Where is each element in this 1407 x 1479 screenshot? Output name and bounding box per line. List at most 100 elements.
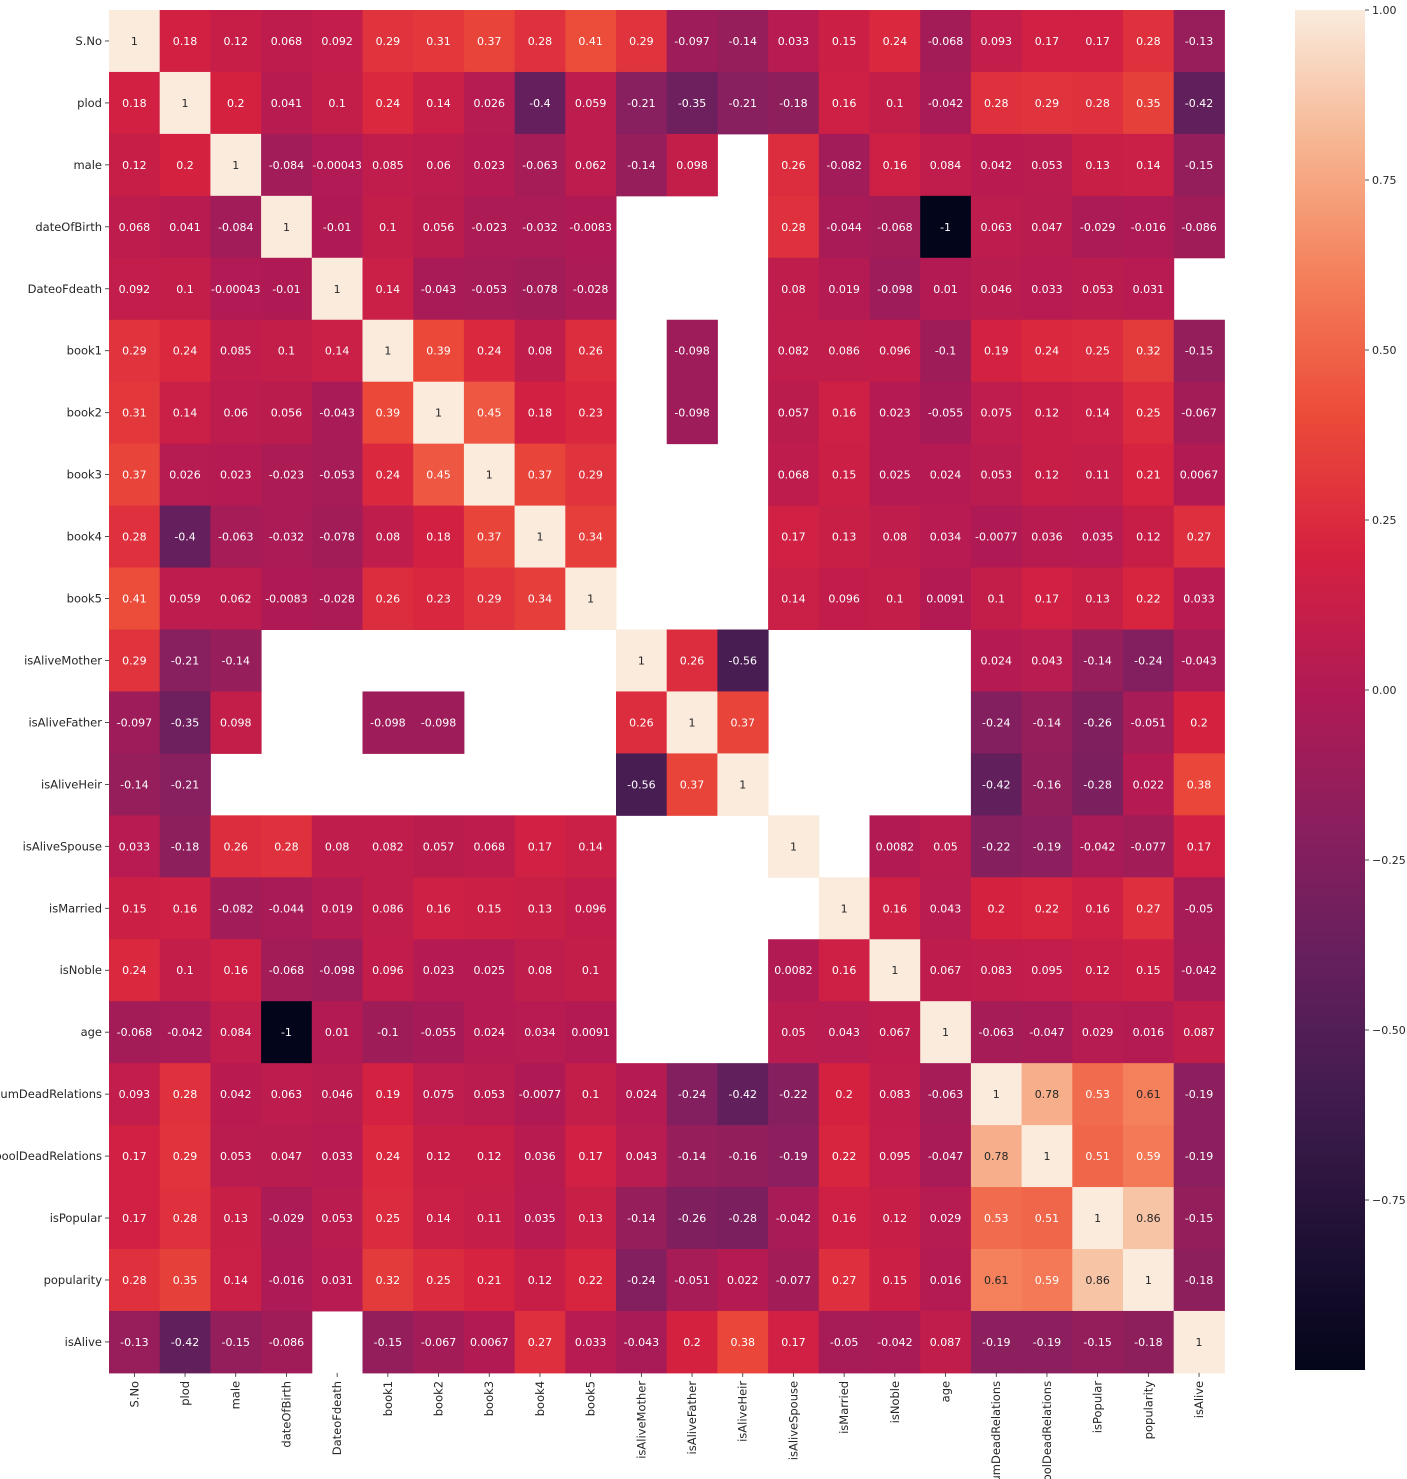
cell-value-label: 0.025 bbox=[879, 469, 911, 482]
cell-value-label: 0.22 bbox=[578, 1274, 603, 1287]
cell-value-label: -1 bbox=[940, 221, 951, 234]
cell-value-label: -0.18 bbox=[1134, 1336, 1162, 1349]
heatmap-cell bbox=[159, 443, 211, 507]
heatmap-cell bbox=[413, 939, 465, 1002]
cell-value-label: 0.042 bbox=[981, 159, 1013, 172]
heatmap-cell bbox=[1021, 10, 1073, 73]
cell-value-label: 0.095 bbox=[1031, 964, 1063, 977]
cell-value-label: 0.059 bbox=[169, 593, 201, 606]
heatmap-cell bbox=[565, 257, 617, 321]
heatmap-cell bbox=[768, 1001, 820, 1064]
heatmap-cell bbox=[311, 381, 363, 445]
cell-value-label: 0.085 bbox=[220, 345, 252, 358]
cell-value-label: 0.18 bbox=[173, 35, 198, 48]
heatmap-cell bbox=[717, 1187, 769, 1250]
cell-value-label: 0.086 bbox=[828, 345, 860, 358]
heatmap-cell bbox=[768, 195, 820, 259]
heatmap-cell bbox=[565, 1310, 617, 1374]
cell-value-label: 0.28 bbox=[173, 1212, 198, 1225]
heatmap-cell bbox=[666, 381, 718, 445]
colorbar-tick-label: 0.00 bbox=[1372, 684, 1397, 697]
heatmap-cell bbox=[1173, 1125, 1225, 1188]
heatmap-cell bbox=[616, 691, 668, 754]
cell-value-label: 0.25 bbox=[426, 1274, 451, 1287]
cell-value-label: 0.08 bbox=[781, 283, 806, 296]
cell-value-label: 0.08 bbox=[528, 345, 553, 358]
cell-value-label: -0.086 bbox=[269, 1336, 304, 1349]
heatmap-cell bbox=[514, 877, 566, 940]
cell-value-label: 0.053 bbox=[474, 1088, 506, 1101]
cell-value-label: 0.16 bbox=[1085, 902, 1110, 915]
heatmap-cell bbox=[1123, 1249, 1175, 1312]
heatmap-cell bbox=[413, 381, 465, 445]
x-tick-label: numDeadRelations bbox=[989, 1381, 1003, 1479]
heatmap-cell bbox=[261, 505, 313, 569]
heatmap-cell bbox=[970, 629, 1023, 692]
heatmap-cell bbox=[970, 319, 1023, 383]
cell-value-label: 0.043 bbox=[930, 902, 962, 915]
cell-value-label: 0.023 bbox=[474, 159, 506, 172]
cell-value-label: 0.08 bbox=[528, 964, 553, 977]
cell-value-label: 0.084 bbox=[930, 159, 962, 172]
heatmap-cell bbox=[869, 1310, 921, 1374]
heatmap-cell bbox=[920, 815, 972, 878]
heatmap-cell bbox=[1021, 195, 1073, 259]
heatmap-cell bbox=[818, 1063, 870, 1126]
heatmap-cell bbox=[1021, 1187, 1073, 1250]
cell-value-label: 1 bbox=[334, 283, 341, 296]
heatmap-cell bbox=[362, 505, 414, 569]
cell-value-label: -0.098 bbox=[877, 283, 912, 296]
heatmap-cell bbox=[261, 1187, 313, 1250]
cell-value-label: 0.056 bbox=[271, 407, 303, 420]
cell-value-label: 0.24 bbox=[1035, 345, 1060, 358]
heatmap-cell bbox=[970, 1063, 1023, 1126]
cell-value-label: 0.042 bbox=[220, 1088, 252, 1101]
heatmap-cell bbox=[311, 257, 363, 321]
cell-value-label: -0.0083 bbox=[569, 221, 611, 234]
cell-value-label: 0.035 bbox=[1082, 531, 1114, 544]
heatmap-cell bbox=[1072, 567, 1124, 630]
colorbar-tick-label: 1.00 bbox=[1372, 4, 1397, 17]
cell-value-label: -0.18 bbox=[1185, 1274, 1213, 1287]
cell-value-label: 0.033 bbox=[321, 1150, 353, 1163]
heatmap-cell bbox=[311, 939, 363, 1002]
heatmap-cell bbox=[616, 1125, 668, 1188]
cell-value-label: 0.38 bbox=[731, 1336, 756, 1349]
heatmap-cell bbox=[463, 505, 516, 569]
cell-value-label: 0.12 bbox=[1085, 964, 1110, 977]
cell-value-label: 0.12 bbox=[1035, 469, 1060, 482]
heatmap-cell bbox=[109, 133, 161, 197]
heatmap-cell bbox=[920, 1063, 972, 1126]
cell-value-label: -0.042 bbox=[1181, 964, 1216, 977]
heatmap-cell bbox=[311, 1001, 363, 1064]
cell-value-label: 0.035 bbox=[524, 1212, 556, 1225]
cell-value-label: 0.022 bbox=[1133, 778, 1165, 791]
cell-value-label: 0.062 bbox=[220, 593, 252, 606]
heatmap-cell bbox=[362, 381, 414, 445]
heatmap-cell bbox=[210, 1001, 262, 1064]
cell-value-label: 0.24 bbox=[883, 35, 908, 48]
cell-value-label: -0.19 bbox=[1033, 840, 1061, 853]
heatmap-cell bbox=[1072, 1125, 1124, 1188]
x-tick-label: isAlive bbox=[1192, 1381, 1206, 1418]
cell-value-label: -0.098 bbox=[674, 345, 709, 358]
heatmap-cell bbox=[514, 381, 566, 445]
cell-value-label: 0.029 bbox=[930, 1212, 962, 1225]
heatmap-cell bbox=[1123, 939, 1175, 1002]
cell-value-label: -1 bbox=[281, 1026, 292, 1039]
cell-value-label: -0.077 bbox=[1131, 840, 1166, 853]
heatmap-cell bbox=[514, 1310, 566, 1374]
cell-value-label: -0.028 bbox=[573, 283, 608, 296]
heatmap-cell bbox=[210, 629, 262, 692]
heatmap-cell bbox=[1072, 1249, 1124, 1312]
heatmap-cell bbox=[920, 1249, 972, 1312]
heatmap-cell bbox=[1173, 1187, 1225, 1250]
cell-value-label: 0.29 bbox=[376, 35, 401, 48]
cell-value-label: 0.37 bbox=[477, 531, 502, 544]
cell-value-label: -0.1 bbox=[377, 1026, 398, 1039]
heatmap-cell bbox=[768, 319, 820, 383]
cell-value-label: -0.063 bbox=[928, 1088, 963, 1101]
cell-value-label: -0.26 bbox=[1083, 716, 1111, 729]
cell-value-label: 1 bbox=[942, 1026, 949, 1039]
heatmap-cell bbox=[1173, 753, 1225, 816]
